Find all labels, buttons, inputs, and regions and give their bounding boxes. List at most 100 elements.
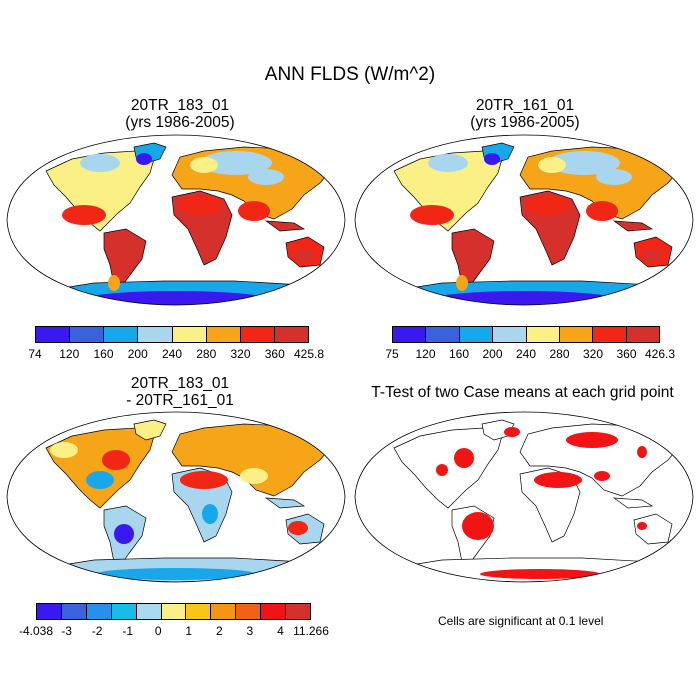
- colorbar-swatch: [138, 327, 173, 342]
- panel-title-top-left: 20TR_183_01 (yrs 1986-2005): [60, 97, 300, 131]
- colorbar-swatch: [186, 604, 212, 619]
- colorbar-swatch: [459, 327, 494, 342]
- map-region: [456, 275, 468, 291]
- continent-greenland: [133, 419, 167, 441]
- map-region: [534, 472, 582, 488]
- map-region: [480, 569, 600, 579]
- panel-title-top-right-line2: (yrs 1986-2005): [470, 114, 580, 131]
- map-region: [204, 440, 264, 460]
- map-region: [428, 154, 468, 172]
- colorbar-swatch: [626, 327, 659, 342]
- colorbar-swatch: [240, 327, 275, 342]
- map-top-right: [354, 134, 694, 306]
- map-region: [96, 568, 256, 580]
- continent-northAmerica: [45, 427, 155, 509]
- colorbar-tick-label: 360: [616, 347, 637, 361]
- map-land: [389, 142, 681, 305]
- continent-northAmerica: [393, 150, 503, 232]
- colorbar-swatch: [111, 604, 137, 619]
- colorbar-tick-label: 160: [93, 347, 114, 361]
- continent-indonesia: [612, 220, 654, 232]
- colorbar-swatch: [136, 604, 162, 619]
- map-region: [637, 446, 647, 458]
- map-region: [410, 205, 454, 225]
- colorbar-swatch: [274, 327, 308, 342]
- map-region: [484, 153, 500, 165]
- map-region: [596, 169, 632, 185]
- continent-indonesia: [264, 220, 306, 232]
- colorbar-swatch: [104, 327, 139, 342]
- map-region: [190, 157, 218, 173]
- colorbar-tick-label: 360: [264, 347, 285, 361]
- colorbar-tick-label: 4: [277, 624, 284, 638]
- colorbar-swatch: [526, 327, 560, 342]
- continent-australia: [633, 513, 673, 545]
- map-region: [642, 249, 662, 261]
- map-region: [50, 442, 78, 458]
- map-region: [436, 464, 448, 476]
- colorbar-tick-label: 240: [161, 347, 183, 361]
- significance-note: Cells are significant at 0.1 level: [438, 614, 604, 628]
- map-frame: [6, 411, 346, 583]
- map-region: [62, 205, 106, 225]
- colorbar-tick-label: 3: [246, 624, 254, 638]
- colorbar-swatch: [493, 327, 527, 342]
- colorbar-swatch: [236, 604, 262, 619]
- colorbar-tick-label: 1: [185, 624, 193, 638]
- colorbar-swatch: [86, 604, 112, 619]
- colorbar-swatch: [206, 327, 241, 342]
- colorbar-tick-label: 120: [59, 347, 80, 361]
- map-bottom-left: [6, 411, 346, 583]
- colorbar-bottom-left-labels: -4.038 -3 -2 -1 0 1 2 3 4 11.266: [19, 624, 329, 640]
- map-land: [389, 419, 681, 582]
- colorbar-swatch: [211, 604, 237, 619]
- colorbar-tick-label: 426.3: [644, 347, 676, 361]
- continent-indonesia: [612, 497, 654, 509]
- map-region: [202, 504, 218, 524]
- panel-title-bottom-left-line1: 20TR_183_01: [130, 375, 230, 392]
- colorbar-tick-label: 120: [415, 347, 436, 361]
- colorbar-top-right-labels: 75 120 160 200 240 280 320 360 426.3: [385, 347, 675, 363]
- map-region: [238, 201, 270, 221]
- colorbar-swatch: [70, 327, 105, 342]
- map-region: [566, 432, 618, 448]
- colorbar-tick-label: 11.266: [293, 624, 329, 638]
- map-region: [637, 522, 647, 530]
- map-frame: [354, 134, 694, 306]
- map-land: [41, 142, 333, 305]
- map-bottom-right: [354, 411, 694, 583]
- colorbar-tick-label: 74: [28, 347, 42, 361]
- colorbar-swatch: [593, 327, 627, 342]
- colorbar-tick-label: 0: [154, 624, 162, 638]
- colorbar-swatch: [559, 327, 594, 342]
- colorbar-swatch: [61, 604, 87, 619]
- panel-title-top-right-line1: 20TR_161_01: [475, 97, 575, 114]
- colorbar-tick-label: 200: [127, 347, 148, 361]
- map-region: [548, 151, 620, 175]
- map-region: [586, 201, 618, 221]
- map-region: [86, 471, 114, 489]
- colorbar-top-left-labels: 74 120 160 200 240 280 320 360 425.8: [28, 347, 324, 363]
- map-region: [538, 157, 566, 173]
- figure-title: ANN FLDS (W/m^2): [264, 64, 436, 85]
- colorbar-swatch: [172, 327, 207, 342]
- colorbar-swatch: [36, 327, 71, 342]
- map-region: [454, 448, 474, 468]
- map-region: [526, 195, 570, 215]
- colorbar-tick-label: 320: [230, 347, 251, 361]
- map-frame: [354, 411, 694, 583]
- map-region: [240, 468, 268, 484]
- map-region: [594, 471, 610, 481]
- colorbar-top-left: [35, 326, 309, 343]
- map-region: [102, 450, 130, 470]
- colorbar-swatch: [393, 327, 427, 342]
- continent-eurasia: [171, 423, 333, 497]
- map-top-left: [6, 134, 346, 306]
- colorbar-swatch: [161, 604, 187, 619]
- map-region: [136, 153, 152, 165]
- map-region: [504, 427, 520, 437]
- map-region: [462, 512, 494, 540]
- map-region: [288, 521, 308, 535]
- map-region: [80, 154, 120, 172]
- colorbar-swatch: [261, 604, 287, 619]
